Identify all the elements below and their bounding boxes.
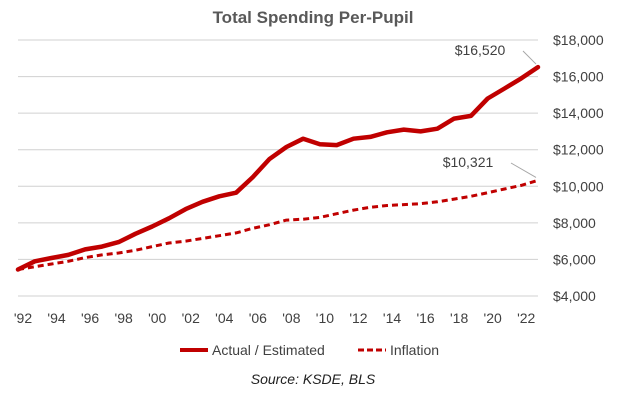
x-tick-label: '22 (517, 310, 535, 326)
y-tick-label: $14,000 (553, 105, 604, 121)
x-tick-label: '96 (81, 310, 99, 326)
x-tick-label: '04 (215, 310, 233, 326)
x-tick-label: '08 (282, 310, 300, 326)
y-tick-label: $8,000 (553, 215, 596, 231)
annotation-leader-line (522, 50, 537, 65)
y-tick-label: $12,000 (553, 142, 604, 158)
y-axis-ticks: $4,000 $6,000 $8,000 $10,000 $12,000 $14,000 $… (553, 32, 604, 304)
series-line-inflation (17, 178, 539, 271)
chart-title: Total Spending Per-Pupil (213, 8, 414, 27)
x-tick-label: '06 (249, 310, 267, 326)
annotation-label: $16,520 (455, 42, 506, 58)
annotation-label: $10,321 (443, 154, 494, 170)
series-lines (15, 64, 541, 272)
y-tick-label: $10,000 (553, 178, 604, 194)
x-tick-label: '92 (14, 310, 32, 326)
y-tick-label: $16,000 (553, 69, 604, 85)
legend-label-actual: Actual / Estimated (212, 342, 325, 358)
y-tick-label: $6,000 (553, 251, 596, 267)
series-line-actual (15, 64, 541, 272)
x-axis-ticks: '92 '94 '96 '98 '00 '02 '04 '06 '08 '10 '12 '14 '16 '… (14, 310, 536, 326)
y-tick-label: $18,000 (553, 32, 604, 48)
annotation-leader-line (510, 162, 537, 178)
legend: Actual / Estimated Inflation (180, 342, 439, 358)
annotations: $16,520 $10,321 (443, 42, 537, 178)
x-tick-label: '20 (484, 310, 502, 326)
x-tick-label: '14 (383, 310, 401, 326)
x-tick-label: '02 (182, 310, 200, 326)
x-tick-label: '18 (450, 310, 468, 326)
legend-label-inflation: Inflation (390, 342, 439, 358)
x-tick-label: '00 (148, 310, 166, 326)
chart-source: Source: KSDE, BLS (251, 371, 376, 387)
x-tick-label: '94 (47, 310, 65, 326)
x-tick-label: '12 (349, 310, 367, 326)
x-tick-label: '98 (115, 310, 133, 326)
x-tick-label: '10 (316, 310, 334, 326)
y-tick-label: $4,000 (553, 288, 596, 304)
x-tick-label: '16 (416, 310, 434, 326)
